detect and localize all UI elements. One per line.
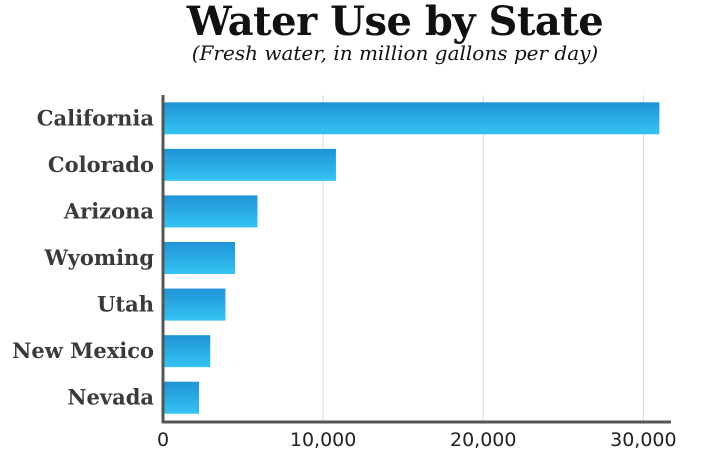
bar-colorado bbox=[163, 148, 336, 181]
bar-california bbox=[163, 102, 660, 135]
x-tick-label: 0 bbox=[157, 429, 169, 450]
x-tick-label: 10,000 bbox=[290, 429, 356, 450]
category-labels: California Colorado Arizona Wyoming Utah New … bbox=[12, 105, 154, 409]
gridlines bbox=[322, 95, 644, 421]
category-label: Wyoming bbox=[44, 245, 155, 270]
bars bbox=[163, 102, 660, 414]
category-label: New Mexico bbox=[12, 338, 154, 363]
chart-title: Water Use by State bbox=[186, 0, 604, 45]
bar-new-mexico bbox=[163, 335, 211, 368]
bar-arizona bbox=[163, 195, 258, 228]
category-label: Arizona bbox=[63, 198, 155, 223]
category-label: Nevada bbox=[67, 385, 154, 410]
category-label: California bbox=[37, 105, 155, 130]
bar-wyoming bbox=[163, 242, 236, 274]
x-tick-label: 20,000 bbox=[450, 429, 516, 450]
x-tick-label: 30,000 bbox=[610, 429, 676, 450]
axes bbox=[161, 95, 671, 424]
chart-subtitle: (Fresh water, in million gallons per day… bbox=[191, 41, 599, 65]
bar-utah bbox=[163, 288, 226, 321]
category-label: Utah bbox=[97, 292, 154, 317]
bar-nevada bbox=[163, 381, 200, 414]
category-label: Colorado bbox=[48, 152, 154, 177]
x-tick-labels: 0 10,000 20,000 30,000 bbox=[157, 429, 677, 450]
